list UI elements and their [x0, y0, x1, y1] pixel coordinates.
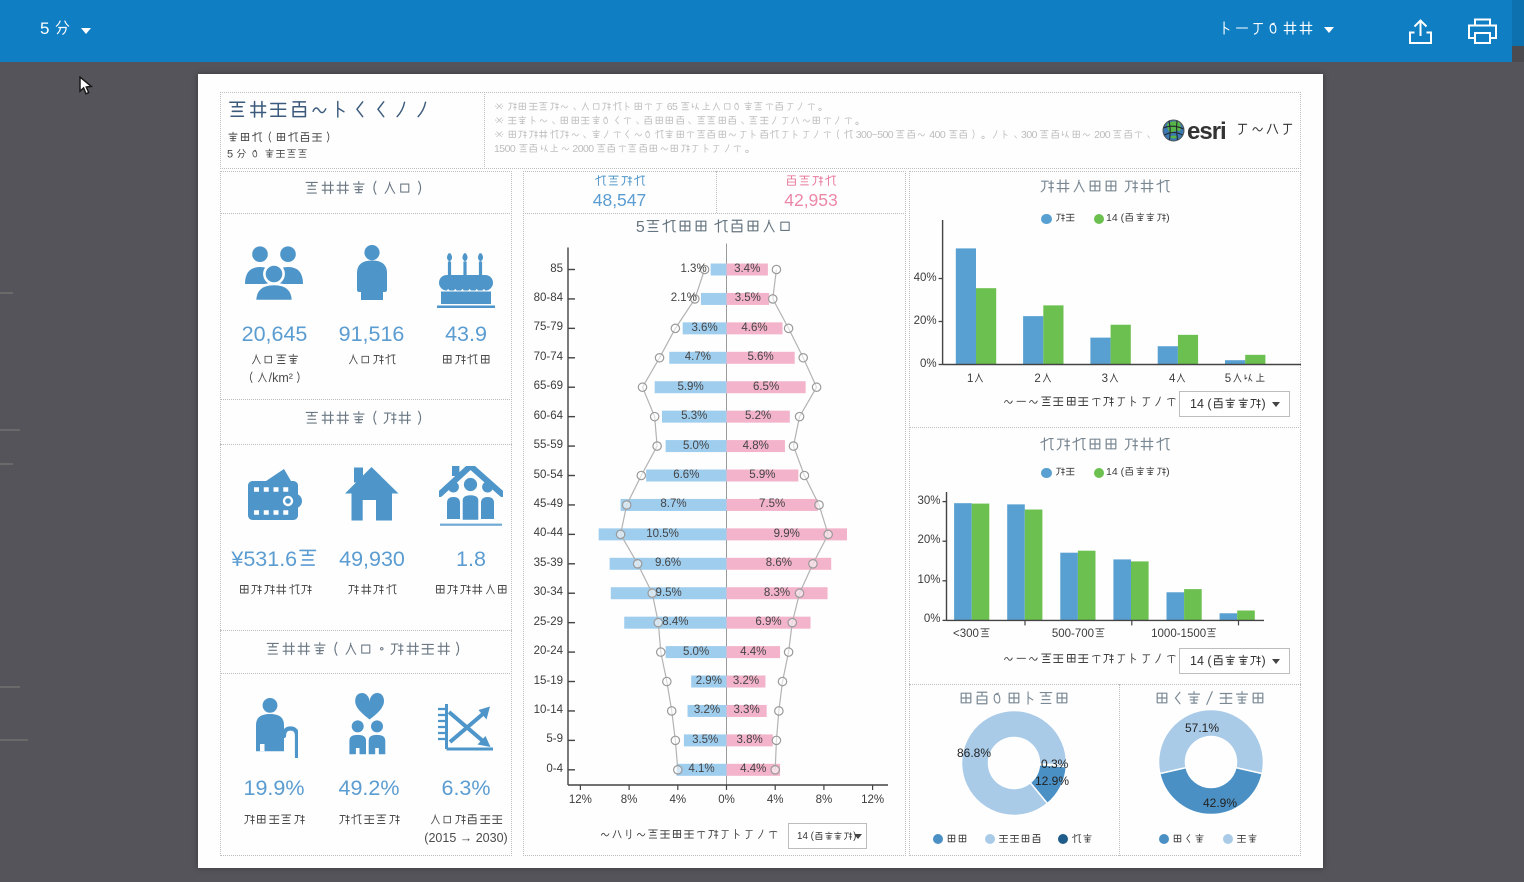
svg-text:esri: esri [1187, 118, 1226, 145]
